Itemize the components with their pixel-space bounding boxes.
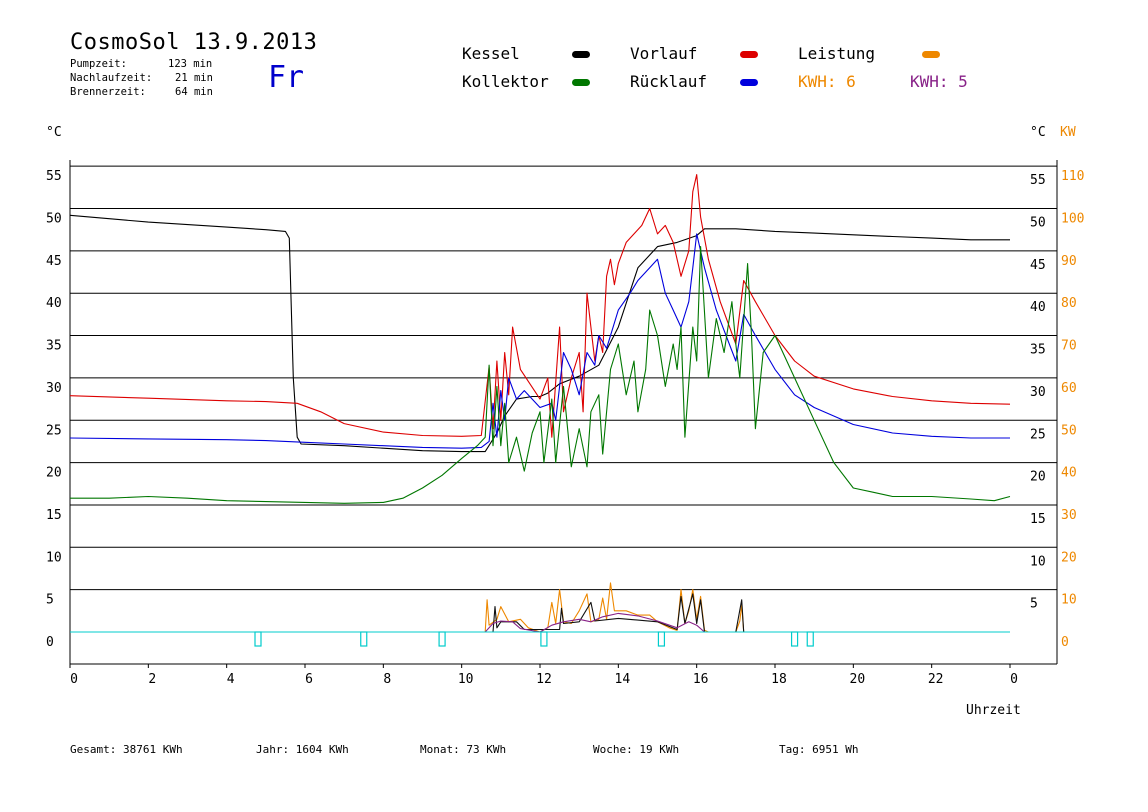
status-marker-1	[360, 631, 368, 647]
y-tick-left-4: 20	[46, 466, 62, 481]
series-kwh	[70, 612, 1010, 633]
y-tick-right-7: 35	[1030, 343, 1046, 358]
legend-ruecklauf-swatch	[740, 79, 758, 86]
series-pumpe	[70, 593, 1010, 633]
series-kollektor	[70, 246, 1011, 504]
footer-gesamt: Gesamt: 38761 KWh	[70, 743, 183, 756]
footer-monat: Monat: 73 KWh	[420, 743, 507, 756]
x-tick-0: 0	[70, 672, 78, 687]
legend-kollektor-swatch	[572, 79, 590, 86]
legend-kwh-1: KWH: 6	[798, 72, 856, 91]
legend-kessel-swatch	[572, 51, 590, 58]
x-tick-4: 8	[383, 672, 391, 687]
stat-nachlaufzeit: Nachlaufzeit: 21 min	[70, 72, 213, 84]
y-tick-left-2: 10	[46, 550, 62, 565]
series-kessel	[69, 214, 1010, 453]
status-marker-6	[806, 631, 814, 647]
kw-tick-6: 60	[1061, 381, 1077, 396]
status-marker-3	[540, 631, 548, 647]
x-tick-12: 0	[1010, 672, 1018, 687]
x-axis-label: Uhrzeit	[966, 703, 1021, 718]
stat-brennerzeit: Brennerzeit: 64 min	[70, 86, 213, 98]
status-marker-5	[790, 631, 799, 647]
y-tick-left-0: 0	[46, 635, 54, 650]
legend-vorlauf-swatch	[740, 51, 758, 58]
y-tick-right-11: 55	[1030, 173, 1046, 188]
status-marker-2	[438, 631, 446, 647]
y-tick-right-3: 15	[1030, 512, 1046, 527]
y-tick-right-9: 45	[1030, 258, 1046, 273]
y-tick-right-5: 25	[1030, 427, 1046, 442]
x-tick-9: 18	[771, 672, 787, 687]
y-tick-left-8: 40	[46, 296, 62, 311]
series-vorlauf	[69, 174, 1011, 438]
stat-pumpzeit: Pumpzeit: 123 min	[70, 58, 213, 70]
series-r-cklauf	[69, 233, 1010, 449]
legend-kessel: Kessel	[462, 44, 520, 63]
chart-title: CosmoSol 13.9.2013	[70, 30, 318, 55]
y-tick-right-10: 50	[1030, 216, 1046, 231]
x-tick-3: 6	[305, 672, 313, 687]
x-tick-6: 12	[536, 672, 552, 687]
x-tick-5: 10	[458, 672, 474, 687]
kw-axis-label: KW	[1060, 125, 1076, 140]
y-tick-left-5: 25	[46, 423, 62, 438]
y-tick-right-8: 40	[1030, 300, 1046, 315]
y-axis-label-left: °C	[46, 125, 62, 140]
kw-tick-3: 30	[1061, 508, 1077, 523]
y-tick-right-6: 30	[1030, 385, 1046, 400]
x-tick-11: 22	[928, 672, 944, 687]
y-tick-right-2: 10	[1030, 554, 1046, 569]
x-tick-10: 20	[850, 672, 866, 687]
kw-tick-10: 100	[1061, 212, 1084, 227]
legend-vorlauf: Vorlauf	[630, 44, 698, 63]
status-marker-0	[254, 631, 262, 647]
y-axis-label-right: °C	[1030, 125, 1046, 140]
legend-leistung-swatch	[922, 51, 940, 58]
x-tick-2: 4	[227, 672, 235, 687]
kw-tick-9: 90	[1061, 254, 1077, 269]
y-tick-left-10: 50	[46, 212, 62, 227]
y-tick-left-9: 45	[46, 254, 62, 269]
y-tick-left-1: 5	[46, 593, 54, 608]
kw-tick-7: 70	[1061, 339, 1077, 354]
weekday-label: Fr	[268, 60, 305, 95]
y-tick-left-7: 35	[46, 339, 62, 354]
y-tick-left-6: 30	[46, 381, 62, 396]
kw-tick-11: 110	[1061, 169, 1084, 184]
x-tick-8: 16	[693, 672, 709, 687]
status-marker-4	[657, 631, 666, 647]
y-tick-right-4: 20	[1030, 470, 1046, 485]
legend-kwh-2: KWH: 5	[910, 72, 968, 91]
y-tick-left-3: 15	[46, 508, 62, 523]
kw-tick-2: 20	[1061, 550, 1077, 565]
legend-leistung: Leistung	[798, 44, 876, 63]
kw-tick-4: 40	[1061, 466, 1077, 481]
x-tick-7: 14	[615, 672, 631, 687]
kw-tick-0: 0	[1061, 635, 1069, 650]
series-leistung	[70, 582, 1010, 633]
kw-tick-8: 80	[1061, 296, 1077, 311]
y-tick-right-1: 5	[1030, 597, 1038, 612]
legend-kollektor: Kollektor	[462, 72, 549, 91]
legend-ruecklauf: Rücklauf	[630, 72, 708, 91]
y-tick-left-11: 55	[46, 169, 62, 184]
footer-tag: Tag: 6951 Wh	[779, 743, 859, 756]
x-tick-1: 2	[148, 672, 156, 687]
kw-tick-5: 50	[1061, 423, 1077, 438]
footer-woche: Woche: 19 KWh	[593, 743, 680, 756]
kw-tick-1: 10	[1061, 593, 1077, 608]
footer-jahr: Jahr: 1604 KWh	[256, 743, 349, 756]
